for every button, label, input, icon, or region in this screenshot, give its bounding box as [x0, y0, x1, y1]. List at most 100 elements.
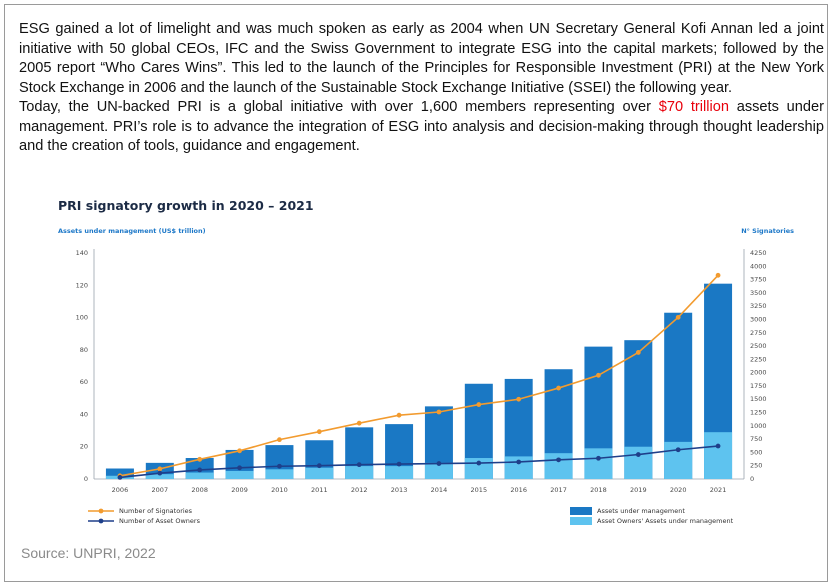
x-tick-label: 2020 — [670, 486, 687, 494]
x-tick-label: 2019 — [630, 486, 647, 494]
y-tick-label-left: 120 — [76, 281, 88, 289]
point-signatories — [715, 272, 721, 278]
point-asset-owners — [516, 459, 522, 465]
point-signatories — [277, 437, 282, 443]
legend-marker-asset-owners — [98, 518, 104, 524]
line-asset-owners — [119, 445, 719, 479]
y-tick-label-left: 140 — [76, 249, 88, 257]
bar-owners-aum — [345, 466, 374, 479]
bar-owners-aum — [424, 462, 453, 479]
paragraph-today-start: Today, the UN-backed PRI is a global ini… — [19, 99, 659, 115]
y-tick-label-right: 4250 — [750, 249, 767, 257]
point-signatories — [556, 385, 561, 391]
point-signatories — [675, 314, 681, 320]
y-tick-label-right: 250 — [750, 462, 762, 470]
y-tick-label-left: 80 — [80, 346, 88, 354]
point-asset-owners — [396, 461, 402, 467]
x-tick-label: 2007 — [152, 486, 169, 494]
y-tick-label-right: 3250 — [750, 302, 767, 310]
y-tick-label-right: 2500 — [750, 342, 767, 350]
x-tick-label: 2013 — [391, 486, 408, 494]
x-tick-label: 2018 — [590, 486, 607, 494]
x-tick-label: 2017 — [550, 486, 567, 494]
point-signatories — [436, 409, 442, 415]
line-signatories — [119, 274, 719, 477]
point-asset-owners — [316, 463, 322, 469]
bar-owners-aum — [624, 446, 653, 479]
point-signatories — [356, 420, 362, 426]
y-tick-label-right: 1250 — [750, 409, 767, 417]
point-asset-owners — [237, 465, 242, 471]
x-tick-label: 2011 — [311, 486, 328, 494]
x-tick-label: 2006 — [112, 486, 129, 494]
x-tick-label: 2021 — [710, 486, 727, 494]
y-tick-label-left: 0 — [84, 475, 88, 483]
aum-highlight: $70 trillion — [658, 99, 729, 115]
content-frame: ESG gained a lot of limelight and was mu… — [4, 4, 828, 582]
x-tick-label: 2008 — [191, 486, 208, 494]
legend-swatch-aum — [570, 507, 592, 515]
point-asset-owners — [635, 452, 641, 457]
bar-owners-aum — [265, 469, 294, 479]
y-tick-label-left: 100 — [76, 314, 88, 322]
y-tick-label-right: 2000 — [750, 369, 767, 377]
legend-label-signatories: Number of Signatories — [119, 507, 193, 515]
y-axis-label-right: N° Signatories — [741, 227, 794, 235]
y-tick-label-right: 0 — [750, 475, 754, 483]
x-tick-label: 2012 — [351, 486, 368, 494]
point-asset-owners — [596, 455, 601, 461]
point-signatories — [476, 402, 482, 407]
chart-title: PRI signatory growth in 2020 – 2021 — [58, 198, 314, 213]
source-note: Source: UNPRI, 2022 — [21, 545, 156, 561]
x-tick-label: 2015 — [471, 486, 488, 494]
legend-marker-signatories — [98, 508, 104, 514]
point-signatories — [197, 456, 203, 462]
y-tick-label-right: 1500 — [750, 395, 767, 403]
point-asset-owners — [436, 461, 442, 466]
y-tick-label-left: 40 — [80, 410, 88, 418]
legend-label-aum: Assets under management — [597, 507, 685, 515]
bar-owners-aum — [225, 470, 254, 479]
y-tick-label-right: 750 — [750, 435, 762, 443]
legend-label-owners-aum: Asset Owners' Assets under management — [597, 517, 734, 525]
point-signatories — [316, 429, 322, 435]
y-axis-label-left: Assets under management (US$ trillion) — [58, 227, 206, 235]
point-asset-owners — [476, 460, 482, 466]
paragraph-history: ESG gained a lot of limelight and was mu… — [19, 21, 824, 96]
y-tick-label-right: 1750 — [750, 382, 767, 390]
y-tick-label-right: 3750 — [750, 276, 767, 284]
point-signatories — [635, 350, 641, 355]
y-tick-label-right: 2750 — [750, 329, 767, 337]
point-signatories — [596, 372, 601, 378]
point-asset-owners — [556, 457, 561, 463]
bar-owners-aum — [305, 467, 334, 479]
bar-owners-aum — [704, 432, 733, 479]
y-tick-label-right: 4000 — [750, 262, 767, 270]
x-tick-label: 2016 — [510, 486, 527, 494]
point-signatories — [516, 396, 522, 402]
x-tick-label: 2009 — [231, 486, 248, 494]
y-tick-label-left: 60 — [80, 378, 88, 386]
paragraph-today: Today, the UN-backed PRI is a global ini… — [19, 98, 824, 157]
y-tick-label-right: 3500 — [750, 289, 767, 297]
bar-owners-aum — [185, 472, 214, 479]
point-signatories — [237, 448, 242, 454]
y-tick-label-right: 1000 — [750, 422, 767, 430]
y-tick-label-right: 3000 — [750, 315, 767, 323]
point-signatories — [396, 412, 402, 418]
y-tick-label-left: 20 — [80, 443, 88, 451]
point-signatories — [157, 466, 163, 472]
y-tick-label-right: 500 — [750, 448, 762, 456]
intro-text: ESG gained a lot of limelight and was mu… — [19, 20, 824, 157]
paragraph-today-end: assets under management. PRI’s role is t… — [19, 99, 824, 154]
bar-owners-aum — [145, 474, 174, 479]
x-tick-label: 2014 — [431, 486, 448, 494]
chart-plot: 0 20 40 60 80 100 120 140 0 250 500 750 1000 1250 1500… — [76, 249, 767, 525]
bar-owners-aum — [385, 466, 414, 479]
y-tick-label-right: 2250 — [750, 355, 767, 363]
point-asset-owners — [715, 443, 721, 449]
point-asset-owners — [356, 462, 362, 468]
bar-owners-aum — [584, 448, 613, 479]
legend-swatch-owners-aum — [570, 517, 592, 525]
point-asset-owners — [197, 467, 203, 473]
